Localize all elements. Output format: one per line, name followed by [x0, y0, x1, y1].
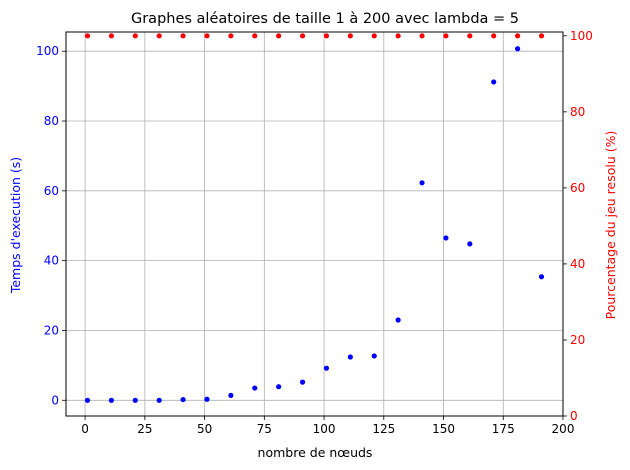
y-axis-right-label: Pourcentage du jeu resolu (%)	[603, 131, 618, 320]
x-tick-label: 175	[492, 422, 515, 436]
point-percentage	[491, 33, 497, 39]
x-axis: 0 25 50 75 100 125 150 175 200	[81, 416, 574, 436]
y-right-tick-label: 0	[570, 409, 578, 423]
grid	[66, 32, 564, 416]
x-tick-label: 200	[552, 422, 575, 436]
y-left-tick-label: 20	[44, 323, 59, 337]
point-percentage	[395, 33, 401, 39]
point-execution-time	[299, 379, 306, 385]
point-percentage	[84, 33, 91, 39]
point-execution-time	[156, 397, 162, 403]
point-percentage	[108, 33, 114, 39]
point-execution-time	[228, 392, 234, 399]
chart-title: Graphes aléatoires de taille 1 à 200 ave…	[131, 11, 519, 27]
point-percentage	[132, 33, 138, 39]
point-percentage	[228, 33, 234, 39]
data-points	[84, 33, 545, 403]
point-execution-time	[467, 241, 473, 247]
y-axis-left-label: Temps d'execution (s)	[8, 157, 23, 294]
point-execution-time	[252, 385, 258, 391]
plot-frame	[65, 31, 564, 417]
point-percentage	[323, 33, 330, 39]
y-right-tick-label: 60	[570, 181, 585, 195]
point-execution-time	[538, 274, 545, 280]
point-execution-time	[395, 317, 401, 323]
x-tick-label: 75	[257, 422, 272, 436]
point-execution-time	[443, 235, 449, 241]
x-tick-label: 100	[313, 422, 336, 436]
point-percentage	[467, 33, 473, 39]
y-axis-left: 0 20 40 60 80 100	[36, 44, 66, 407]
y-left-tick-label: 80	[44, 114, 59, 128]
point-percentage	[538, 33, 545, 39]
point-execution-time	[347, 354, 353, 360]
point-execution-time	[276, 384, 282, 390]
point-percentage	[252, 33, 258, 39]
x-tick-label: 50	[197, 422, 212, 436]
y-right-tick-label: 100	[570, 29, 593, 43]
point-percentage	[299, 33, 306, 39]
x-axis-label: nombre de nœuds	[258, 445, 373, 460]
point-execution-time	[108, 397, 114, 403]
point-execution-time	[371, 353, 377, 359]
point-percentage	[371, 33, 377, 39]
y-left-tick-label: 60	[44, 184, 59, 198]
y-left-tick-label: 100	[36, 44, 59, 58]
y-left-tick-label: 40	[44, 254, 59, 268]
x-tick-label: 0	[81, 422, 89, 436]
point-execution-time	[419, 180, 425, 186]
x-tick-label: 125	[372, 422, 395, 436]
y-right-tick-label: 40	[570, 257, 585, 271]
point-percentage	[180, 33, 186, 39]
point-execution-time	[515, 46, 521, 52]
point-percentage	[443, 33, 449, 39]
point-percentage	[276, 33, 282, 39]
point-execution-time	[132, 397, 138, 403]
y-right-tick-label: 20	[570, 333, 585, 347]
point-execution-time	[84, 397, 91, 403]
x-tick-label: 150	[432, 422, 455, 436]
y-left-tick-label: 0	[51, 393, 59, 407]
y-right-tick-label: 80	[570, 105, 585, 119]
point-execution-time	[180, 396, 186, 403]
point-percentage	[419, 33, 425, 39]
y-axis-right: 0 20 40 60 80 100	[563, 29, 593, 423]
point-execution-time	[491, 79, 497, 85]
point-execution-time	[323, 365, 330, 371]
point-percentage	[156, 33, 162, 39]
point-percentage	[347, 33, 353, 39]
point-percentage	[515, 33, 521, 39]
x-tick-label: 25	[137, 422, 152, 436]
point-percentage	[204, 33, 210, 39]
point-execution-time	[204, 396, 210, 402]
